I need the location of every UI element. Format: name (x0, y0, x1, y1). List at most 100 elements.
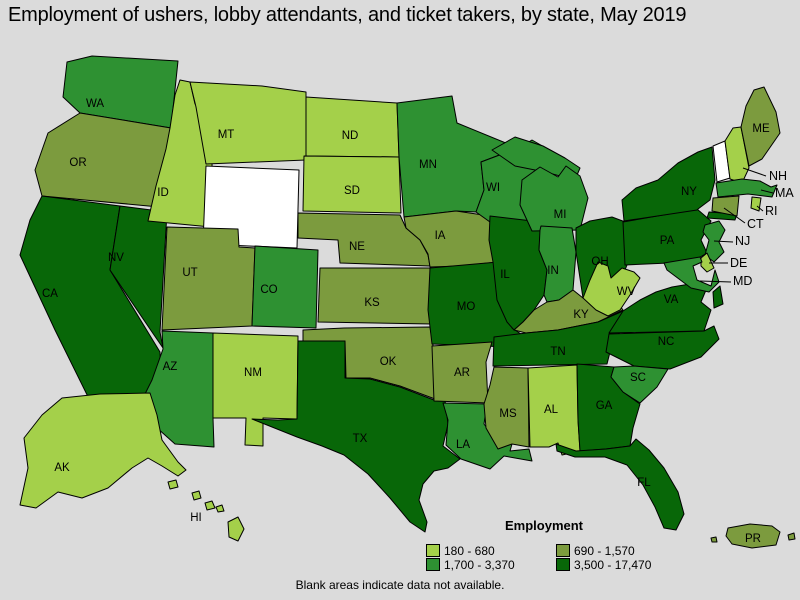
state-label-or: OR (69, 157, 86, 169)
footnote: Blank areas indicate data not available. (295, 578, 505, 592)
state-label-pr: PR (745, 533, 761, 545)
state-label-fl: FL (637, 477, 651, 489)
state-tx (251, 340, 461, 533)
state-label-ak: AK (54, 462, 70, 474)
leader-line-nj (713, 240, 734, 243)
state-label-me: ME (752, 123, 770, 135)
state-label-nh: NH (769, 169, 787, 183)
leader-line-md (699, 280, 732, 283)
state-label-mt: MT (218, 129, 235, 141)
state-label-az: AZ (163, 361, 178, 373)
state-mt (189, 81, 307, 165)
state-label-ma: MA (775, 186, 794, 200)
state-ny (621, 146, 716, 222)
state-label-nj: NJ (735, 234, 750, 248)
state-nc (605, 325, 720, 370)
state-hi (191, 490, 202, 501)
legend-item-0: 180 - 680 (426, 544, 495, 557)
state-ks (317, 267, 433, 325)
state-label-co: CO (260, 284, 277, 296)
state-label-de: DE (730, 256, 747, 270)
state-label-al: AL (544, 404, 559, 416)
state-label-ca: CA (42, 288, 58, 300)
state-sc (610, 365, 669, 404)
state-label-nm: NM (244, 367, 262, 379)
state-label-id: ID (157, 187, 169, 199)
state-nd (305, 96, 400, 158)
state-label-ms: MS (499, 408, 517, 420)
state-label-ks: KS (364, 297, 380, 309)
state-pr (787, 532, 796, 541)
state-label-mn: MN (419, 159, 437, 171)
state-pr (725, 523, 781, 549)
state-label-mi: MI (554, 209, 567, 221)
state-label-ny: NY (681, 186, 697, 198)
state-label-ia: IA (435, 230, 446, 242)
leader-line-ma (760, 189, 774, 194)
state-label-nc: NC (658, 336, 675, 348)
state-label-ar: AR (454, 367, 470, 379)
state-label-ky: KY (573, 309, 589, 321)
state-in (538, 225, 577, 303)
state-hi (167, 479, 179, 490)
legend-label-3: 3,500 - 17,470 (574, 557, 652, 572)
legend-swatch-1 (556, 544, 570, 557)
state-me (740, 86, 781, 167)
state-label-in: IN (547, 265, 559, 277)
state-label-sc: SC (630, 372, 646, 384)
state-wv (582, 261, 641, 317)
state-ak (19, 392, 187, 509)
state-label-wv: WV (617, 286, 636, 298)
legend-item-2: 1,700 - 3,370 (426, 558, 515, 571)
state-hi (227, 516, 245, 542)
state-label-il: IL (500, 269, 510, 281)
state-sd (302, 155, 402, 214)
state-nh (724, 126, 750, 184)
state-label-oh: OH (591, 256, 608, 268)
state-va (712, 285, 724, 309)
state-hi (215, 504, 225, 513)
state-fl (555, 438, 685, 531)
state-label-sd: SD (344, 185, 360, 197)
state-hi (204, 500, 216, 511)
state-ma (715, 178, 778, 198)
legend-item-3: 3,500 - 17,470 (556, 558, 651, 571)
legend-label-1: 690 - 1,570 (574, 543, 635, 558)
state-label-ne: NE (349, 241, 365, 253)
state-label-ga: GA (596, 400, 613, 412)
state-label-md: MD (733, 274, 752, 288)
state-ar (431, 341, 493, 404)
state-pa (622, 208, 712, 266)
state-ct (711, 195, 740, 217)
state-label-ok: OK (380, 356, 397, 368)
map-title: Employment of ushers, lobby attendants, … (8, 4, 687, 26)
legend-title: Employment (505, 518, 584, 533)
legend-label-2: 1,700 - 3,370 (444, 557, 515, 572)
state-label-ri: RI (765, 204, 778, 218)
state-label-mo: MO (457, 301, 476, 313)
legend-swatch-3 (556, 558, 570, 571)
legend-swatch-0 (426, 544, 440, 557)
legend-label-0: 180 - 680 (444, 543, 495, 558)
legend-swatch-2 (426, 558, 440, 571)
state-mi (491, 136, 581, 181)
leader-line-ct (723, 207, 746, 224)
state-label-nv: NV (108, 252, 124, 264)
state-label-ut: UT (182, 267, 197, 279)
leader-line-ri (756, 205, 764, 212)
state-mi (519, 165, 589, 232)
state-label-pa: PA (660, 235, 675, 247)
state-label-la: LA (456, 439, 470, 451)
state-label-nd: ND (342, 130, 359, 142)
state-wy (202, 165, 300, 249)
legend-item-1: 690 - 1,570 (556, 544, 635, 557)
state-label-va: VA (664, 294, 679, 306)
leader-line-nh (742, 167, 767, 177)
state-ri (750, 196, 762, 212)
state-label-wi: WI (486, 182, 500, 194)
state-md (663, 256, 720, 293)
state-label-ct: CT (747, 217, 764, 231)
state-pr (710, 536, 718, 543)
state-label-wa: WA (86, 98, 104, 110)
